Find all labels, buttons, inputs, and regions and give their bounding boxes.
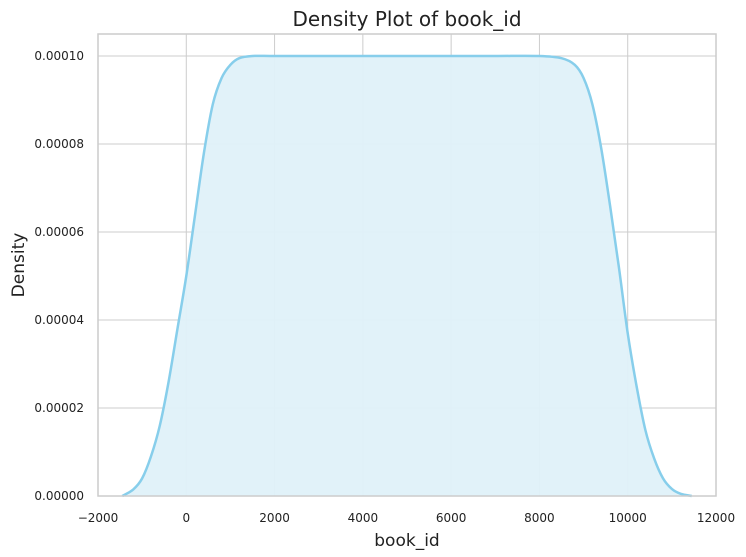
x-tick-label: 10000 bbox=[609, 511, 647, 525]
y-tick-label: 0.00010 bbox=[34, 49, 84, 63]
y-tick-label: 0.00006 bbox=[34, 225, 84, 239]
x-tick-label: 6000 bbox=[436, 511, 467, 525]
y-tick-labels: 0.00000 0.00002 0.00004 0.00006 0.00008 0.000… bbox=[34, 49, 84, 503]
density-curve-line bbox=[121, 54, 692, 498]
x-tick-label: −2000 bbox=[78, 511, 119, 525]
chart-title: Density Plot of book_id bbox=[292, 7, 521, 31]
y-tick-label: 0.00008 bbox=[34, 137, 84, 151]
x-tick-label: 0 bbox=[182, 511, 190, 525]
y-tick-label: 0.00002 bbox=[34, 401, 84, 415]
y-axis-title: Density bbox=[9, 233, 29, 298]
plot-frame bbox=[97, 33, 717, 497]
x-tick-label: 12000 bbox=[697, 511, 735, 525]
x-tick-label: 4000 bbox=[348, 511, 379, 525]
x-tick-label: 8000 bbox=[524, 511, 555, 525]
y-tick-label: 0.00004 bbox=[34, 313, 84, 327]
x-axis-title: book_id bbox=[374, 531, 439, 551]
x-tick-label: 2000 bbox=[259, 511, 290, 525]
y-tick-label: 0.00000 bbox=[34, 489, 84, 503]
density-area-fill bbox=[122, 55, 692, 496]
x-tick-labels: −2000 0 2000 4000 6000 8000 10000 12000 bbox=[78, 511, 735, 525]
